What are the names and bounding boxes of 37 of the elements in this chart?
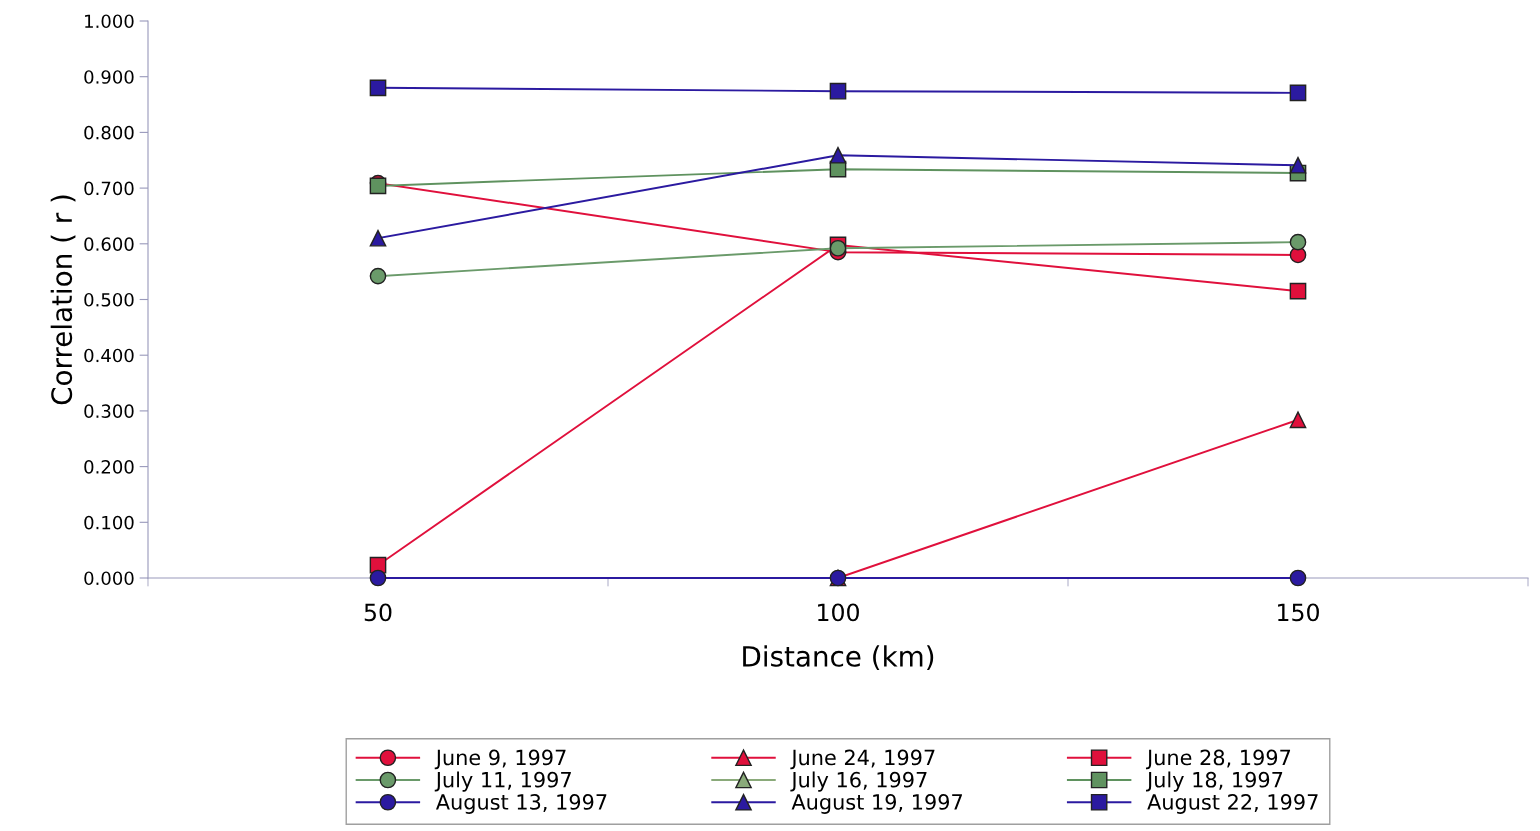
point bbox=[1289, 156, 1307, 174]
legend-label: July 18, 1997 bbox=[1145, 771, 1283, 792]
legend-label: August 13, 1997 bbox=[435, 794, 607, 814]
y-tick-label: 0.700 bbox=[84, 181, 134, 196]
y-tick-label: 0.500 bbox=[84, 292, 134, 307]
legend-label: August 19, 1997 bbox=[791, 794, 962, 814]
y-tick-label: 0.800 bbox=[84, 125, 134, 140]
legend-label: June 28, 1997 bbox=[1145, 749, 1291, 770]
point bbox=[1289, 84, 1307, 102]
y-tick-label: 1.000 bbox=[85, 14, 134, 29]
point bbox=[1289, 569, 1307, 587]
legend-label: August 22, 1997 bbox=[1147, 794, 1318, 814]
point bbox=[829, 82, 847, 100]
y-tick-label: 0.600 bbox=[84, 237, 134, 251]
point bbox=[369, 569, 387, 587]
x-tick-label: 100 bbox=[818, 603, 859, 622]
point bbox=[829, 146, 847, 164]
x-tick-label: 50 bbox=[364, 603, 392, 622]
y-tick-label: 0.300 bbox=[84, 404, 134, 419]
point bbox=[369, 229, 387, 247]
point bbox=[1289, 233, 1307, 251]
legend-label: July 11, 1997 bbox=[434, 771, 571, 792]
y-tick-label: 0.000 bbox=[84, 571, 134, 586]
x-tick-label: 150 bbox=[1278, 603, 1319, 622]
point bbox=[1289, 282, 1307, 300]
x-axis-title: Distance (km) bbox=[743, 645, 934, 671]
y-tick-label: 0.100 bbox=[84, 515, 134, 530]
point bbox=[369, 267, 387, 285]
y-axis-title: Correlation ( r ) bbox=[50, 195, 76, 405]
y-tick-label: 0.200 bbox=[84, 460, 134, 474]
legend-label: June 9, 1997 bbox=[434, 749, 566, 770]
point bbox=[369, 79, 387, 97]
legend-label: June 24, 1997 bbox=[790, 749, 935, 770]
legend-label: July 16, 1997 bbox=[790, 771, 927, 792]
y-tick-label: 0.400 bbox=[84, 348, 134, 363]
y-tick-label: 0.900 bbox=[84, 70, 134, 84]
point bbox=[1289, 411, 1307, 429]
